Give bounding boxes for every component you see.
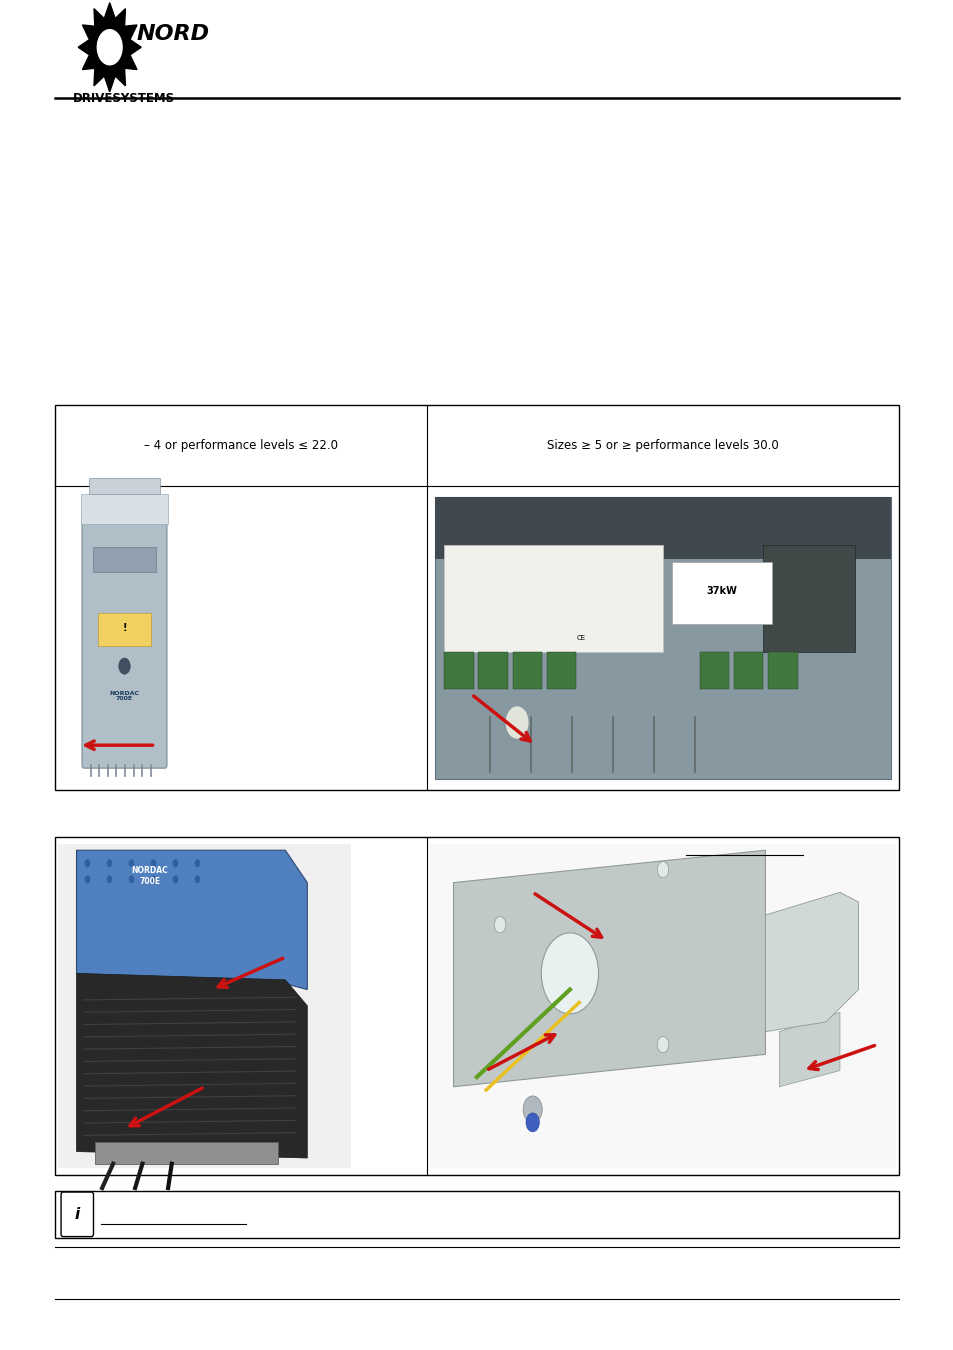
Circle shape [505,706,528,738]
Text: NORDAC
700E: NORDAC 700E [132,867,168,886]
Text: NORD: NORD [136,24,210,43]
Text: !: ! [122,622,127,633]
Circle shape [657,861,668,878]
Circle shape [194,875,200,883]
Circle shape [525,1112,538,1131]
Polygon shape [453,850,764,1087]
Text: 37kW: 37kW [706,586,737,597]
Bar [546,652,576,688]
Circle shape [107,875,112,883]
Circle shape [194,859,200,867]
Bar [733,652,762,688]
Circle shape [657,1037,668,1053]
Text: DRIVESYSTEMS: DRIVESYSTEMS [72,92,174,105]
Polygon shape [76,850,307,990]
Circle shape [522,1096,541,1123]
Bar [55,1191,898,1238]
FancyBboxPatch shape [61,1192,93,1237]
Bar [93,548,155,572]
Polygon shape [94,1142,277,1164]
Circle shape [494,917,505,933]
Bar [767,652,797,688]
Bar [81,494,168,524]
Circle shape [97,30,122,65]
Bar [512,652,541,688]
Circle shape [107,859,112,867]
Text: CE: CE [576,634,585,641]
Polygon shape [78,3,141,92]
Text: Sizes ≥ 5 or ≥ performance levels 30.0: Sizes ≥ 5 or ≥ performance levels 30.0 [547,439,778,452]
Text: NORDAC
700E: NORDAC 700E [110,691,139,702]
Circle shape [129,875,134,883]
Bar [699,652,728,688]
Bar [444,652,474,688]
Polygon shape [76,973,307,1158]
Bar [58,844,351,1168]
Bar [435,497,890,559]
Bar [89,478,160,494]
Circle shape [540,933,598,1014]
Circle shape [151,875,156,883]
Circle shape [129,859,134,867]
Circle shape [151,859,156,867]
Circle shape [172,859,178,867]
Bar [435,497,890,779]
Bar [55,405,898,790]
FancyBboxPatch shape [82,514,167,768]
Polygon shape [764,892,858,1031]
Bar [477,652,507,688]
Circle shape [85,859,91,867]
Circle shape [172,875,178,883]
Bar [762,545,854,652]
Text: i: i [74,1207,80,1222]
Circle shape [118,657,130,674]
Circle shape [85,875,91,883]
Bar [55,837,898,1174]
Bar [430,844,895,1168]
Bar [672,562,772,624]
Polygon shape [779,1012,839,1087]
Bar [98,613,151,647]
Bar [444,545,662,652]
Text: – 4 or performance levels ≤ 22.0: – 4 or performance levels ≤ 22.0 [144,439,338,452]
